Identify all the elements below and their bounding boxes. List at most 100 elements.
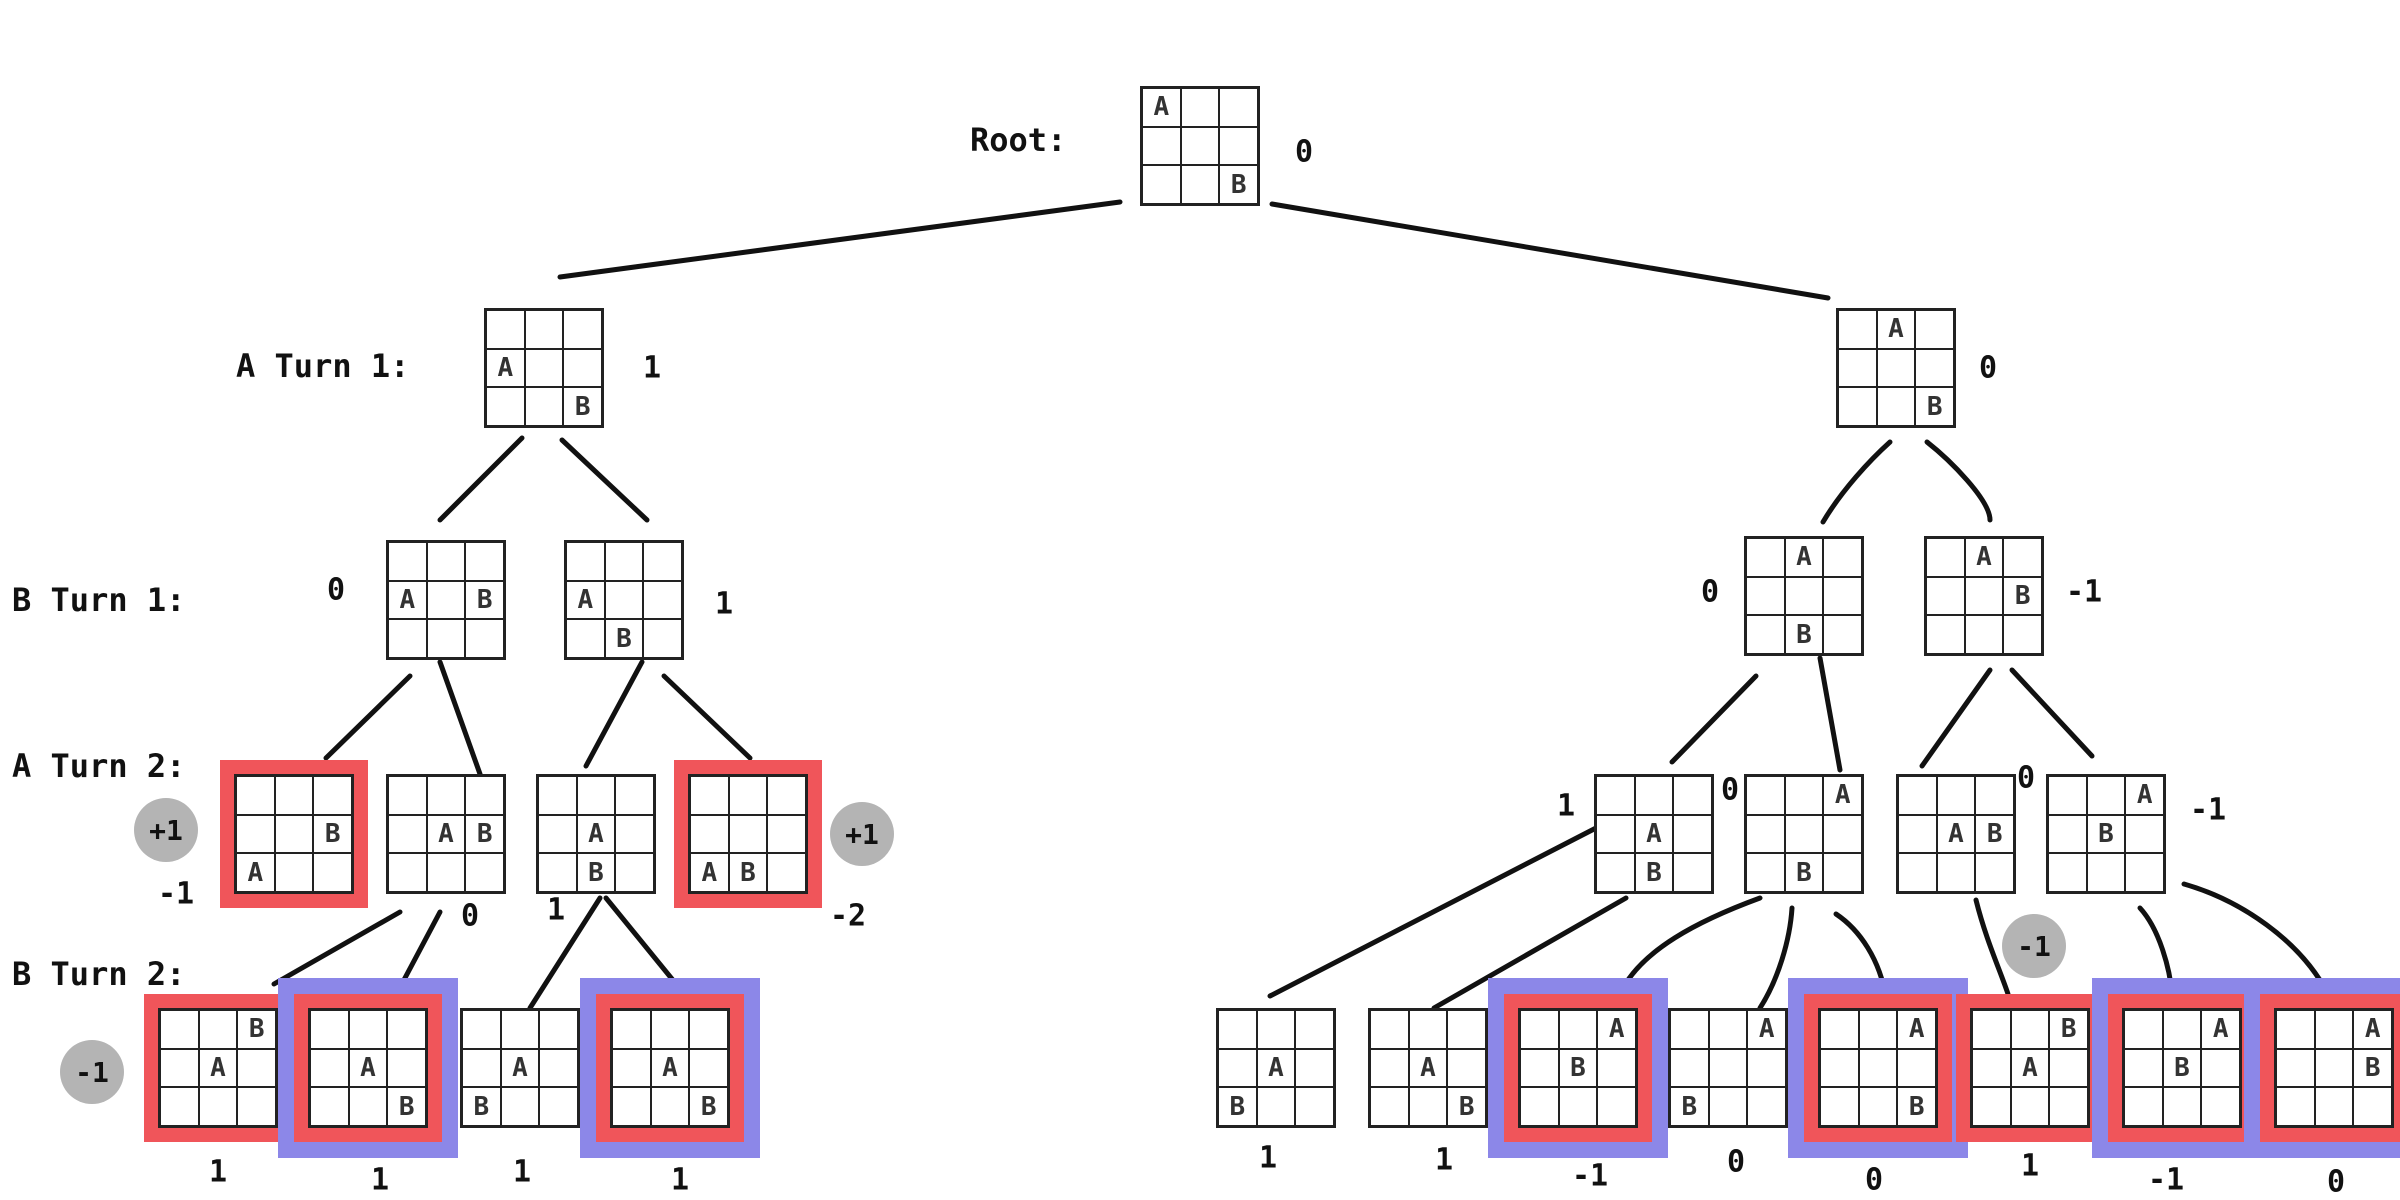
board-cell	[1597, 1087, 1636, 1126]
board-cell	[2010, 1010, 2050, 1049]
edge	[437, 435, 525, 523]
node-score: -1	[2147, 1162, 2185, 1198]
node-score: 0	[2016, 760, 2036, 796]
board-cell	[274, 814, 314, 854]
edge	[2137, 905, 2175, 997]
board-cell	[1673, 776, 1712, 815]
board-cell	[2049, 1048, 2088, 1088]
board-cell	[274, 776, 314, 815]
board-cell	[612, 1087, 651, 1126]
board-cell	[1838, 310, 1877, 349]
board-cell	[1708, 1087, 1748, 1126]
node-score: 0	[1720, 772, 1740, 808]
board-cell	[563, 310, 602, 349]
board-cell	[500, 1010, 540, 1049]
board-cell	[563, 348, 602, 388]
board-cell	[2048, 814, 2087, 854]
board-cell	[689, 1010, 728, 1049]
board-cell	[643, 542, 682, 581]
board-cell: B	[604, 619, 644, 658]
board-cell	[604, 580, 644, 620]
board-cell	[1634, 776, 1674, 815]
board-cell: A	[198, 1048, 238, 1088]
board-cell	[566, 619, 605, 658]
board-cell	[1142, 126, 1181, 166]
edge	[1757, 905, 1795, 1011]
node-score: 0	[460, 898, 480, 934]
edge	[583, 659, 645, 769]
board-cell	[313, 776, 352, 815]
board-cell: B	[576, 853, 616, 892]
board-cell	[612, 1010, 651, 1049]
board-cell	[2314, 1010, 2354, 1049]
board-cell	[426, 776, 466, 815]
board-cell	[2086, 776, 2126, 815]
board-cell	[1820, 1010, 1859, 1049]
level-label-b-turn-2: B Turn 2:	[12, 955, 186, 993]
board-cell	[236, 776, 275, 815]
board-cell: A	[1142, 88, 1181, 127]
board-cell	[1596, 776, 1635, 815]
level-label-root: Root:	[970, 121, 1067, 159]
board-cell: A	[1747, 1010, 1786, 1049]
board-cell	[1972, 1048, 2011, 1088]
board-cell	[1218, 1048, 1257, 1088]
board-cell	[237, 1087, 276, 1126]
edge	[1833, 911, 1889, 1001]
board-cell	[1295, 1010, 1334, 1049]
board-cell	[1180, 88, 1220, 127]
board-cell	[465, 853, 504, 892]
board-cell	[1408, 1087, 1448, 1126]
board-cell	[486, 387, 525, 426]
edge	[323, 673, 413, 761]
board-cell	[310, 1087, 349, 1126]
board-cell	[2048, 776, 2087, 815]
board-cell: A	[576, 814, 616, 854]
board-cell	[1915, 348, 1954, 388]
board-cell: B	[237, 1010, 276, 1049]
board-cell	[2003, 538, 2042, 577]
board-cell: B	[1784, 853, 1824, 892]
board-cell	[1370, 1087, 1409, 1126]
board-cell	[1708, 1048, 1748, 1088]
board-cell	[1370, 1048, 1409, 1088]
edge	[661, 673, 753, 761]
board-cell	[1520, 1010, 1559, 1049]
board-cell	[2124, 1087, 2163, 1126]
board-cell	[1596, 814, 1635, 854]
node-score: -1	[2065, 574, 2103, 610]
board-cell	[486, 310, 525, 349]
board-cell: B	[1218, 1087, 1257, 1126]
board-cell	[1597, 1048, 1636, 1088]
board-cell: A	[1964, 538, 2004, 577]
board-cell	[1520, 1087, 1559, 1126]
edge	[603, 895, 697, 1009]
board-cell	[2162, 1087, 2202, 1126]
board-cell	[1447, 1048, 1486, 1088]
board-cell	[1447, 1010, 1486, 1049]
edge	[437, 659, 483, 777]
board-cell: B	[462, 1087, 501, 1126]
board-cell	[643, 580, 682, 620]
node-score: -1	[1571, 1158, 1609, 1194]
node-score: 0	[1726, 1144, 1746, 1180]
board-cell	[1823, 615, 1862, 654]
edge	[2181, 881, 2331, 997]
board-cell	[539, 1010, 578, 1049]
board-cell: A	[2201, 1010, 2240, 1049]
edge	[557, 199, 1123, 280]
board-cell	[1673, 853, 1712, 892]
utility-bubble: +1	[830, 802, 894, 866]
node-score: -1	[2189, 792, 2227, 828]
board-cell: B	[1447, 1087, 1486, 1126]
board-cell	[2124, 1010, 2163, 1049]
board-cell	[539, 1048, 578, 1088]
board-cell: B	[465, 580, 504, 620]
